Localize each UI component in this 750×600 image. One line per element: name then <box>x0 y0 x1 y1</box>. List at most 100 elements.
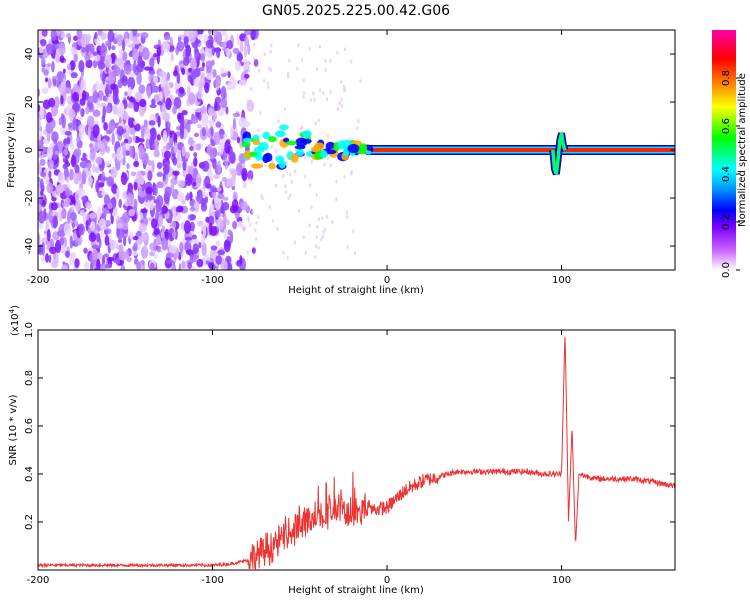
noise-blob <box>331 220 334 225</box>
noise-blob <box>54 150 59 156</box>
noise-blob <box>60 95 64 105</box>
spectrogram-y-label: Frequency (Hz) <box>6 112 17 188</box>
noise-blob <box>247 43 251 56</box>
noise-blob <box>192 243 199 254</box>
noise-blob <box>239 255 243 265</box>
noise-blob <box>286 255 289 260</box>
noise-blob <box>209 203 215 213</box>
noise-blob <box>193 152 198 158</box>
noise-blob <box>350 170 353 175</box>
noise-blob <box>183 36 190 44</box>
noise-blob <box>187 262 193 270</box>
noise-blob <box>285 160 289 165</box>
signal-onset-blob <box>325 149 337 155</box>
signal-onset-blob <box>241 141 251 148</box>
noise-blob <box>214 210 220 218</box>
noise-blob <box>320 237 323 242</box>
noise-blob <box>128 208 136 217</box>
noise-blob <box>212 157 217 170</box>
noise-blob <box>311 91 315 96</box>
noise-blob <box>40 171 47 178</box>
x-tick-label: 0 <box>384 275 390 286</box>
noise-blob <box>155 234 161 246</box>
noise-blob <box>118 244 124 258</box>
noise-blob <box>200 52 206 62</box>
noise-blob <box>46 228 51 242</box>
noise-blob <box>191 234 197 240</box>
noise-blob <box>314 244 318 249</box>
noise-blob <box>172 105 177 115</box>
noise-blob <box>198 241 202 249</box>
signal-onset-blob <box>365 150 372 155</box>
noise-blob <box>223 133 228 139</box>
noise-blob <box>201 112 209 127</box>
noise-blob <box>208 119 215 127</box>
noise-blob <box>74 164 80 174</box>
noise-blob <box>69 140 75 151</box>
noise-blob <box>108 120 116 133</box>
noise-blob <box>133 242 138 249</box>
noise-blob <box>64 187 70 198</box>
noise-blob <box>160 231 165 239</box>
noise-blob <box>323 227 327 232</box>
noise-blob <box>183 220 192 234</box>
noise-blob <box>249 178 252 183</box>
noise-blob <box>91 244 99 249</box>
noise-blob <box>251 30 257 38</box>
noise-blob <box>244 30 252 36</box>
noise-blob <box>293 240 297 245</box>
noise-blob <box>99 143 106 156</box>
noise-blob <box>237 53 244 62</box>
noise-blob <box>97 134 102 143</box>
noise-blob <box>64 197 71 205</box>
signal-onset-blob <box>242 152 250 157</box>
noise-blob <box>251 209 254 214</box>
chart-title: GN05.2025.225.00.42.G06 <box>262 3 450 19</box>
snr-panel: -200 -100 0 100 0.2 0.4 0.6 0.8 1.0 Height of s… <box>8 305 676 596</box>
noise-blob <box>231 199 239 213</box>
noise-blob <box>94 267 100 270</box>
noise-blob <box>193 76 200 88</box>
noise-blob <box>84 33 92 43</box>
noise-blob <box>125 249 130 259</box>
noise-blob <box>277 119 280 124</box>
noise-blob <box>38 197 43 205</box>
noise-blob <box>210 245 218 251</box>
noise-blob <box>218 141 224 155</box>
noise-blob <box>205 216 210 223</box>
spectrogram-y-ticks: -40 -20 0 20 40 <box>24 48 675 254</box>
noise-blob <box>194 46 199 54</box>
noise-blob <box>308 183 312 188</box>
noise-blob <box>111 132 115 146</box>
noise-blob <box>226 236 230 242</box>
noise-blob <box>157 101 163 106</box>
noise-blob <box>326 133 329 138</box>
noise-blob <box>96 232 101 243</box>
noise-blob <box>317 217 321 222</box>
noise-blob <box>43 69 49 76</box>
noise-blob <box>232 47 240 55</box>
noise-blob <box>201 160 210 172</box>
noise-blob <box>223 228 228 240</box>
y-tick-label: 40 <box>24 48 35 61</box>
noise-blob <box>140 31 149 39</box>
noise-blob <box>308 46 311 51</box>
noise-blob <box>217 249 226 256</box>
noise-blob <box>212 30 218 38</box>
noise-blob <box>50 30 57 42</box>
noise-blob <box>141 47 150 61</box>
noise-blob <box>97 206 101 216</box>
noise-blob <box>133 99 140 113</box>
noise-blob <box>195 173 202 188</box>
noise-blob <box>290 180 294 185</box>
noise-blob <box>124 91 128 97</box>
noise-blob <box>204 81 210 94</box>
noise-blob <box>98 83 104 90</box>
noise-blob <box>204 175 211 188</box>
noise-blob <box>180 115 185 129</box>
noise-blob <box>126 102 134 109</box>
noise-blob <box>149 103 157 109</box>
noise-blob <box>67 122 73 128</box>
noise-blob <box>190 69 198 80</box>
